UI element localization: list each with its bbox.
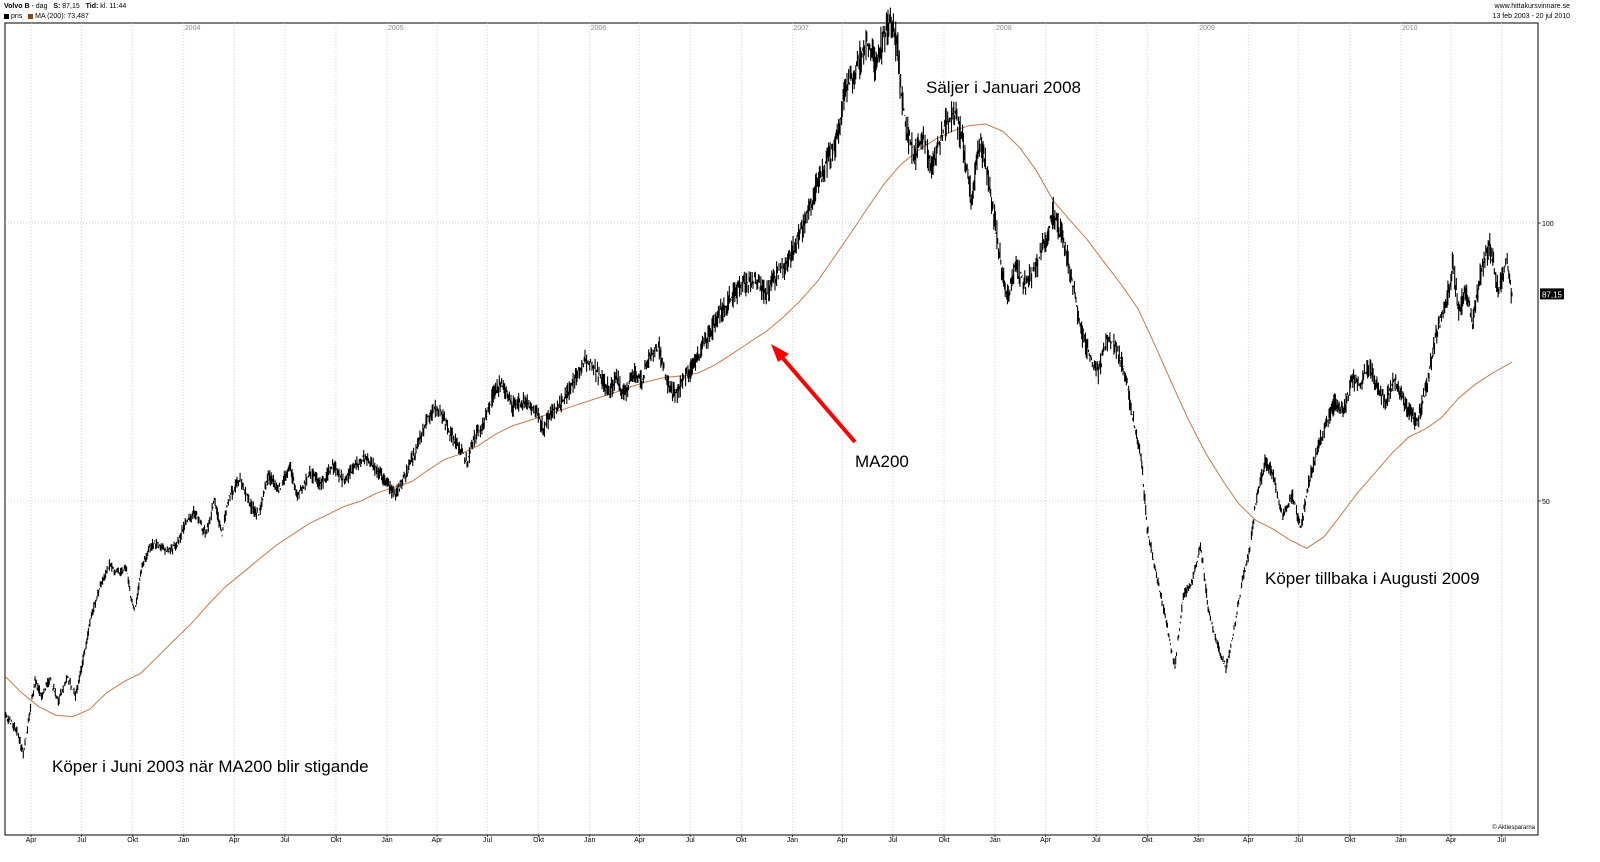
- title-line: Volvo B - dag S: 87,15 Tid: kl. 11:44: [4, 3, 126, 10]
- x-tick-label: Okt: [1344, 837, 1355, 844]
- x-tick-label: Apr: [1243, 837, 1255, 844]
- x-tick-label: Jan: [989, 837, 1000, 844]
- ma200-arrow-shaft: [779, 354, 857, 444]
- x-tick-label: Okt: [939, 837, 950, 844]
- annotation-buy-2009: Köper tillbaka i Augusti 2009: [1265, 569, 1480, 588]
- x-tick-label: Jan: [787, 837, 798, 844]
- x-tick-label: Apr: [1445, 837, 1457, 844]
- last-price-tag: 87,15: [1540, 288, 1564, 300]
- x-tick-label: Jan: [1193, 837, 1204, 844]
- x-tick-label: Jul: [888, 837, 897, 844]
- x-tick-label: Apr: [634, 837, 646, 844]
- last-price-tag-text: 87,15: [1542, 290, 1563, 299]
- legend-price: pris: [11, 13, 23, 20]
- ticker-name: Volvo B: [4, 3, 30, 10]
- y-tick-label-50: 50: [1542, 499, 1550, 506]
- annotation-sell-2008: Säljer i Januari 2008: [926, 78, 1081, 97]
- interval-label: - dag: [31, 3, 48, 10]
- time-label: Tid:: [85, 3, 99, 10]
- x-tick-label: Jul: [1092, 837, 1101, 844]
- x-tick-label: Apr: [432, 837, 444, 844]
- annotation-buy-2003: Köper i Juni 2003 när MA200 blir stigand…: [52, 757, 369, 776]
- x-tick-label: Jan: [1395, 837, 1406, 844]
- year-label-2006: 2006: [591, 25, 607, 32]
- year-label-2008: 2008: [996, 25, 1012, 32]
- y-axis: 50 100: [1538, 221, 1554, 506]
- year-label-2010: 2010: [1402, 25, 1418, 32]
- annotation-ma200: MA200: [855, 452, 909, 471]
- legend-ma-swatch: [28, 13, 34, 19]
- legend-ma: MA (200): 73,487: [35, 13, 89, 20]
- x-tick-label: Okt: [1142, 837, 1153, 844]
- x-tick-label: Jan: [381, 837, 392, 844]
- x-tick-label: Jan: [584, 837, 595, 844]
- x-tick-label: Jul: [686, 837, 695, 844]
- legend-line: pris MA (200): 73,487: [4, 13, 89, 20]
- x-tick-label: Jul: [483, 837, 492, 844]
- x-tick-label: Okt: [533, 837, 544, 844]
- x-tick-label: Apr: [229, 837, 241, 844]
- x-tick-label: Apr: [1040, 837, 1052, 844]
- x-tick-label: Jan: [178, 837, 189, 844]
- copyright-label: © Aktiespararna: [1492, 824, 1535, 831]
- x-tick-label: Jul: [1294, 837, 1303, 844]
- x-tick-label: Okt: [736, 837, 747, 844]
- ma200-arrow: [771, 344, 857, 444]
- last-price-tag-bg: [1540, 288, 1564, 300]
- ma200-arrow-head: [771, 344, 789, 362]
- last-label: S:: [53, 3, 61, 10]
- ma200-line: [4, 123, 1513, 718]
- x-tick-label: Okt: [127, 837, 138, 844]
- time-value: kl. 11:44: [100, 3, 127, 10]
- legend-price-swatch: [4, 13, 9, 19]
- plot-frame: [4, 22, 1539, 836]
- x-tick-label: Apr: [837, 837, 849, 844]
- year-label-2007: 2007: [793, 25, 809, 32]
- year-label-2009: 2009: [1199, 25, 1215, 32]
- x-tick-label: Jul: [77, 837, 86, 844]
- x-tick-label: Jul: [280, 837, 289, 844]
- year-label-2005: 2005: [388, 25, 404, 32]
- date-range: 13 feb 2003 - 20 jul 2010: [1492, 13, 1570, 20]
- last-value: 87,15: [62, 3, 80, 10]
- x-tick-label: Okt: [330, 837, 341, 844]
- x-axis: Apr Jul Okt Jan Apr Jul Okt Jan Apr Jul Okt Jan Apr J…: [26, 25, 1507, 844]
- chart-header: Volvo B - dag S: 87,15 Tid: kl. 11:44 pr…: [0, 0, 1600, 22]
- year-label-2004: 2004: [185, 25, 201, 32]
- x-tick-label: Apr: [26, 837, 38, 844]
- y-tick-label-100: 100: [1542, 221, 1554, 228]
- price-line: [4, 7, 1513, 759]
- x-tick-label: Jul: [1497, 837, 1506, 844]
- site-url[interactable]: www.hittakursvinnare.se: [1494, 3, 1570, 10]
